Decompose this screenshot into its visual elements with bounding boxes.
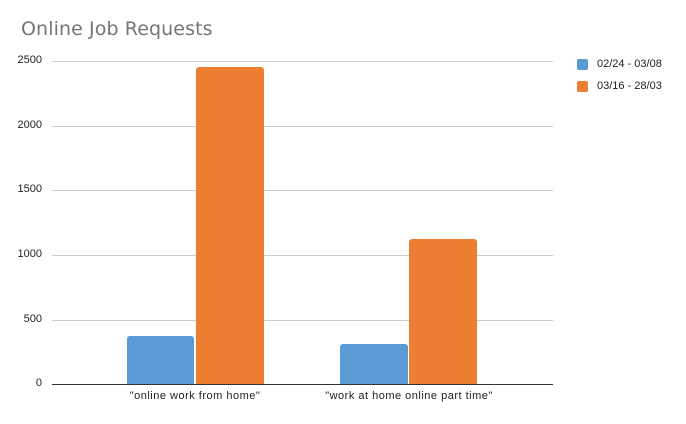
bar-series1-cat1 xyxy=(127,336,194,384)
legend-item-series1: 02/24 - 03/08 xyxy=(577,53,662,75)
gridline xyxy=(52,126,553,127)
gridline xyxy=(52,190,553,191)
y-tick-500: 500 xyxy=(23,313,42,325)
legend: 02/24 - 03/08 03/16 - 28/03 xyxy=(577,53,662,97)
y-tick-1500: 1500 xyxy=(17,183,42,195)
bar-series2-cat1 xyxy=(196,67,264,384)
y-tick-1000: 1000 xyxy=(17,248,42,260)
y-tick-2000: 2000 xyxy=(17,119,42,131)
legend-swatch-orange-icon xyxy=(577,80,588,92)
y-tick-2500: 2500 xyxy=(17,54,42,66)
chart-title: Online Job Requests xyxy=(21,18,213,40)
gridline xyxy=(52,255,553,256)
legend-swatch-blue-icon xyxy=(577,58,588,70)
bar-series1-cat2 xyxy=(340,344,408,384)
x-label-work-at-home-online-part-time: "work at home online part time" xyxy=(325,390,493,402)
legend-label: 03/16 - 28/03 xyxy=(597,80,662,92)
gridline xyxy=(52,320,553,321)
x-axis-line xyxy=(52,384,553,385)
y-tick-0: 0 xyxy=(35,377,42,389)
gridline xyxy=(52,61,553,62)
bar-series2-cat2 xyxy=(409,239,477,384)
plot-area xyxy=(52,61,553,385)
legend-label: 02/24 - 03/08 xyxy=(597,58,662,70)
legend-item-series2: 03/16 - 28/03 xyxy=(577,75,662,97)
x-label-online-work-from-home: "online work from home" xyxy=(129,390,261,402)
